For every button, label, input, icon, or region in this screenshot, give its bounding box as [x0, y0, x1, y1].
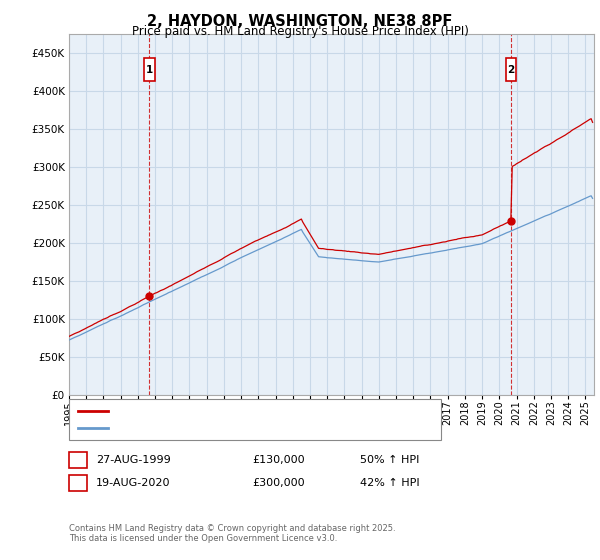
Text: 42% ↑ HPI: 42% ↑ HPI [360, 478, 419, 488]
Text: 19-AUG-2020: 19-AUG-2020 [96, 478, 170, 488]
Text: 1: 1 [74, 455, 82, 465]
Text: 2, HAYDON, WASHINGTON, NE38 8PF: 2, HAYDON, WASHINGTON, NE38 8PF [148, 14, 452, 29]
FancyBboxPatch shape [506, 58, 516, 81]
Text: 1: 1 [146, 65, 153, 74]
Text: £130,000: £130,000 [252, 455, 305, 465]
Text: Price paid vs. HM Land Registry's House Price Index (HPI): Price paid vs. HM Land Registry's House … [131, 25, 469, 38]
Text: HPI: Average price, detached house, Sunderland: HPI: Average price, detached house, Sund… [114, 423, 367, 433]
Text: 50% ↑ HPI: 50% ↑ HPI [360, 455, 419, 465]
Text: £300,000: £300,000 [252, 478, 305, 488]
Text: 2, HAYDON, WASHINGTON, NE38 8PF (detached house): 2, HAYDON, WASHINGTON, NE38 8PF (detache… [114, 407, 401, 417]
Text: Contains HM Land Registry data © Crown copyright and database right 2025.
This d: Contains HM Land Registry data © Crown c… [69, 524, 395, 543]
Text: 2: 2 [507, 65, 514, 74]
Text: 27-AUG-1999: 27-AUG-1999 [96, 455, 171, 465]
Text: 2: 2 [74, 478, 82, 488]
FancyBboxPatch shape [144, 58, 155, 81]
